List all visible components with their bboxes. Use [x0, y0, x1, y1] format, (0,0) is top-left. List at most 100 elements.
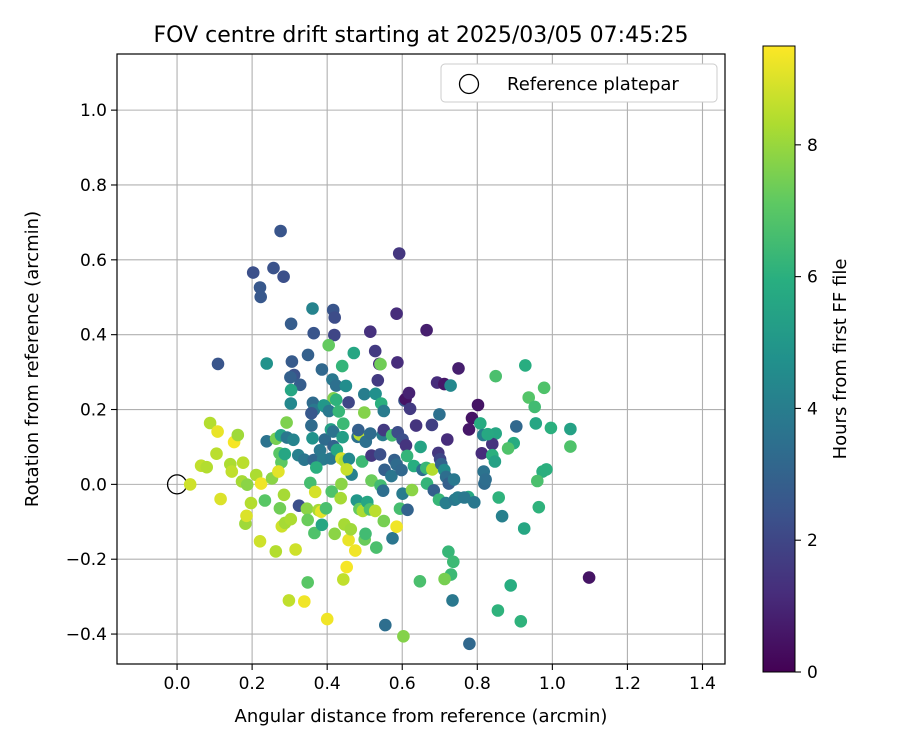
data-point [307, 326, 321, 340]
data-point [385, 469, 398, 483]
data-point [240, 478, 254, 492]
data-point [395, 463, 408, 477]
y-tick-label: 0.4 [80, 326, 107, 346]
data-point [211, 425, 224, 438]
data-point [240, 509, 253, 523]
data-point [335, 359, 349, 373]
y-tick-label: −0.2 [66, 550, 107, 570]
y-axis-ticks: −0.4 −0.2 0.0 0.2 0.4 0.6 0.8 1.0 [66, 101, 117, 645]
data-point [529, 417, 543, 430]
data-point [531, 474, 544, 488]
data-point [481, 427, 495, 441]
data-point [319, 502, 333, 515]
data-point [364, 427, 377, 440]
data-point [349, 544, 362, 557]
data-point [370, 541, 383, 554]
colorbar-tick-label: 6 [807, 268, 818, 288]
data-point [300, 502, 314, 515]
data-point [462, 423, 476, 436]
data-point [267, 261, 280, 275]
data-point [308, 526, 321, 540]
data-point [342, 452, 356, 466]
data-point [403, 402, 417, 416]
y-tick-label: 0.6 [80, 251, 107, 271]
data-point [409, 419, 423, 432]
colorbar-tick-label: 0 [807, 663, 818, 683]
data-point [315, 363, 329, 376]
x-axis-ticks: 0.0 0.2 0.4 0.6 0.8 1.0 1.2 1.4 [164, 664, 716, 694]
data-point [254, 290, 267, 304]
data-point [344, 523, 358, 536]
data-point [284, 371, 297, 384]
data-point [298, 453, 311, 467]
data-point [287, 433, 300, 447]
x-tick-label: 1.2 [614, 674, 641, 694]
data-point [369, 387, 382, 401]
colorbar-tick-label: 2 [807, 531, 818, 551]
data-point [340, 560, 354, 574]
data-point [332, 405, 346, 418]
data-point [284, 317, 298, 331]
data-point [336, 430, 349, 444]
data-point [272, 465, 285, 478]
data-point [339, 379, 353, 393]
data-point [486, 437, 499, 451]
data-point [210, 447, 223, 461]
data-point [564, 440, 577, 453]
data-point [244, 496, 258, 510]
data-point [211, 357, 225, 371]
data-point [377, 404, 391, 418]
data-point [355, 455, 369, 468]
data-point [413, 575, 427, 588]
x-tick-label: 0.8 [464, 674, 491, 694]
data-point [582, 571, 596, 584]
data-point [468, 496, 481, 509]
data-point [253, 535, 267, 548]
colorbar-tick-label: 4 [807, 399, 818, 419]
chart-title: FOV centre drift starting at 2025/03/05 … [154, 23, 689, 48]
data-point [337, 573, 350, 586]
data-point [501, 442, 515, 455]
data-point [540, 463, 553, 476]
data-point [260, 357, 274, 370]
data-point [374, 357, 387, 371]
colorbar [762, 45, 796, 673]
legend: Reference platepar [440, 63, 718, 103]
data-point [246, 266, 260, 279]
data-point [214, 492, 227, 506]
data-point [358, 387, 371, 401]
data-points [183, 224, 596, 651]
data-point [386, 532, 399, 545]
data-point [325, 485, 339, 498]
x-tick-label: 0.6 [389, 674, 416, 694]
data-point [544, 421, 558, 435]
data-point [368, 504, 382, 518]
data-point [277, 270, 290, 284]
data-point [328, 328, 341, 342]
x-tick-label: 0.0 [164, 674, 191, 694]
data-point [444, 379, 457, 392]
data-point [510, 420, 523, 433]
data-point [274, 224, 287, 238]
data-point [402, 386, 416, 400]
data-point [519, 359, 532, 372]
data-point [289, 543, 302, 556]
data-point [371, 374, 385, 387]
data-point [318, 433, 332, 446]
data-point [183, 478, 197, 491]
data-point [305, 407, 318, 420]
data-point [298, 595, 311, 608]
data-point [364, 325, 377, 339]
data-point [322, 404, 336, 418]
legend-box [440, 63, 718, 103]
data-point [405, 483, 419, 497]
data-point [537, 381, 551, 395]
data-point [391, 356, 404, 369]
x-axis-label: Angular distance from reference (arcmin) [235, 706, 608, 727]
data-point [203, 416, 217, 430]
data-point [475, 447, 489, 460]
data-point [347, 346, 361, 360]
x-tick-label: 0.4 [314, 674, 341, 694]
